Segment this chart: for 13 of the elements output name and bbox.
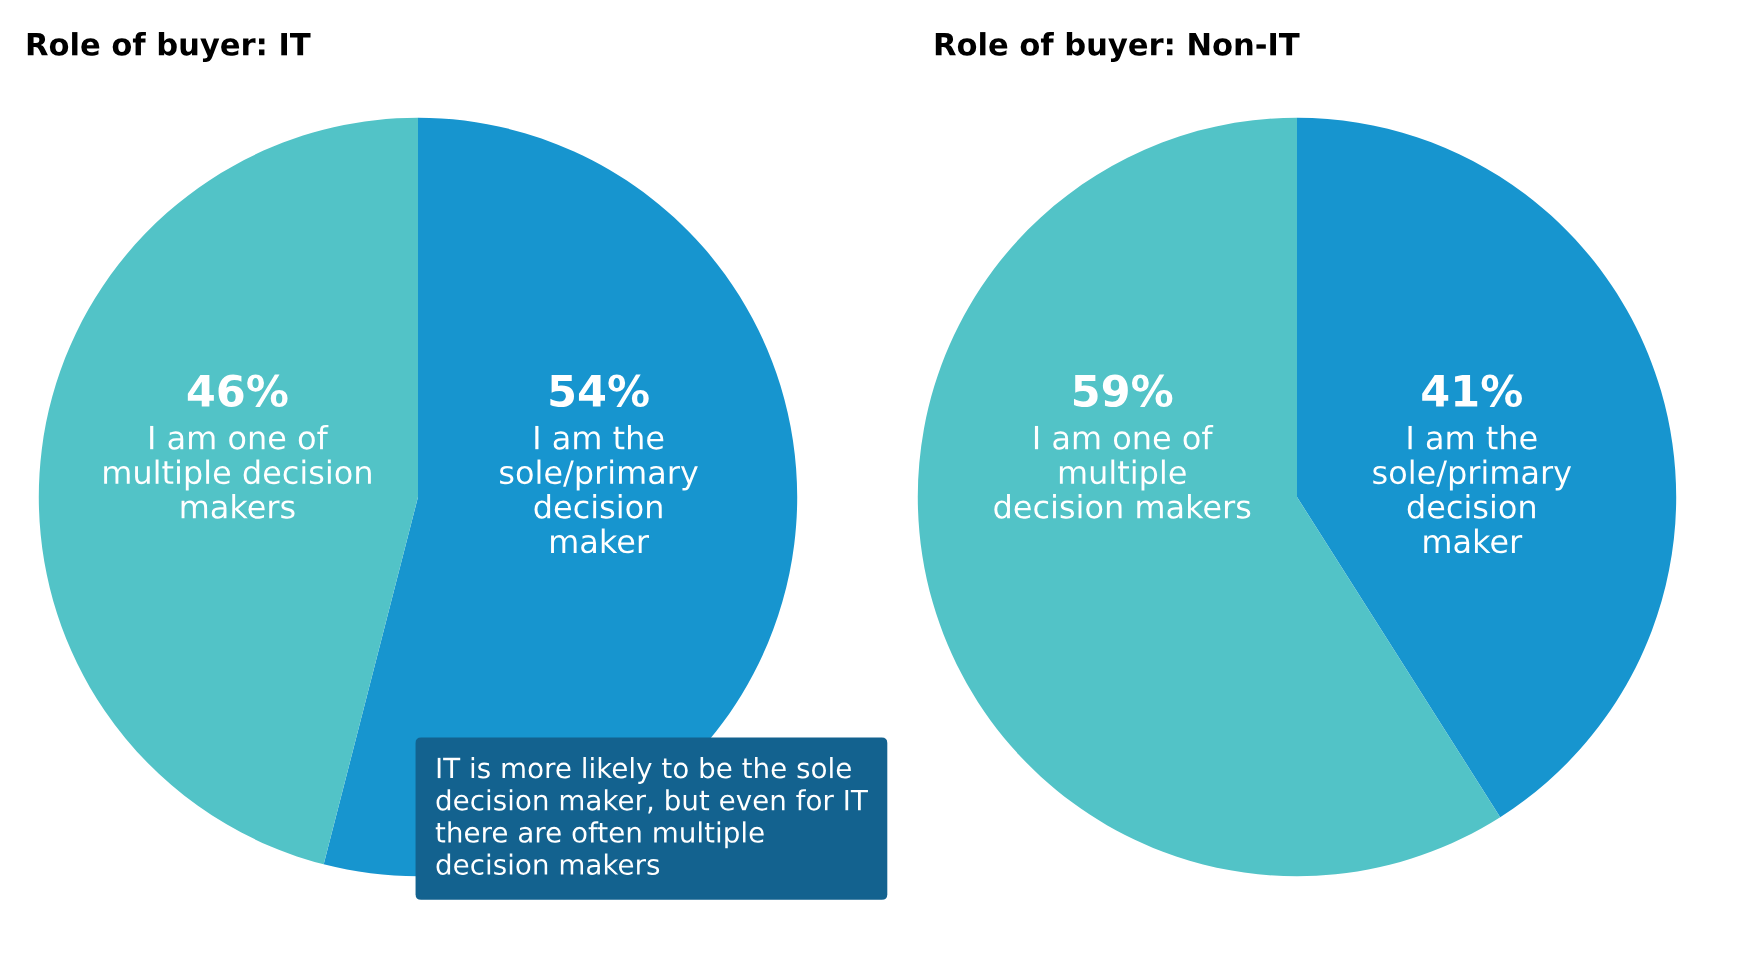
slice-label: I am the sole/primary decision maker: [1373, 424, 1572, 554]
slice-label: I am one of multiple decision makers: [994, 424, 1251, 519]
data-label: 59%: [1074, 374, 1173, 408]
data-label: 54%: [550, 374, 649, 408]
slice-label: I am one of multiple decision makers: [104, 424, 371, 519]
data-label: 41%: [1422, 374, 1522, 408]
data-label: 46%: [187, 374, 288, 408]
chart-title: Role of buyer: IT: [27, 32, 311, 62]
pie-slice: [1297, 117, 1677, 818]
pie-slice: [38, 117, 418, 865]
text: IT is more likely to be the sole decision maker, but even for IT there are often multiple decision makers: [435, 757, 868, 875]
slice-label: I am the sole/primary decision maker: [500, 424, 698, 554]
chart-title: Role of buyer: Non-IT: [935, 32, 1300, 62]
